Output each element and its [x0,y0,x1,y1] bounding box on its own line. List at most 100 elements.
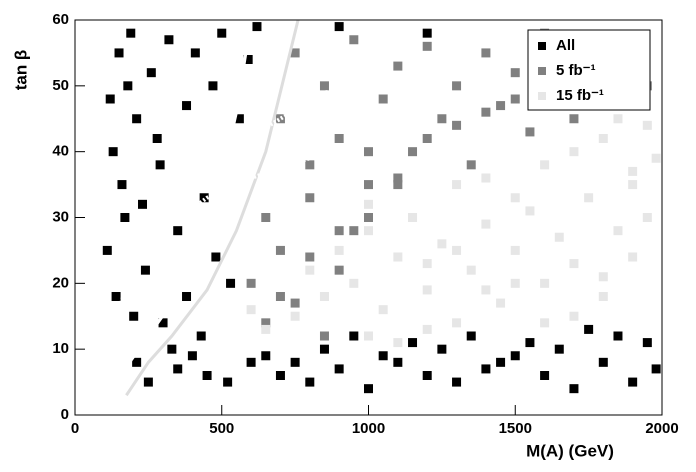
curve [125,20,300,397]
point [364,199,373,209]
point [305,252,315,262]
point [422,28,432,38]
point [146,68,156,78]
point [305,160,315,170]
point [199,193,209,203]
point [117,180,127,190]
point [481,107,491,117]
point [243,55,253,64]
point [223,377,233,387]
point [408,147,418,157]
point [613,114,623,124]
point [275,371,285,380]
point [598,357,608,367]
point [246,357,256,367]
point [393,338,403,348]
point [481,364,491,374]
point [261,351,271,361]
point [452,377,462,387]
point [378,94,388,104]
point [290,311,300,321]
point [261,324,271,334]
point [132,114,142,124]
point [319,331,329,341]
point [408,213,418,222]
y-tick-label: 0 [61,406,69,423]
point [123,81,133,91]
legend-label: 15 fb⁻¹ [556,87,604,104]
point [554,344,564,354]
point [466,265,476,275]
y-tick-label: 60 [52,11,69,28]
point [628,166,638,176]
point [349,278,359,288]
point [651,364,661,374]
point [246,278,256,288]
point [364,180,373,190]
legend: All 5 fb⁻¹ 15 fb⁻¹ [538,37,604,104]
point [155,160,165,170]
point [182,101,192,111]
point [525,206,535,216]
point [334,22,344,32]
point [510,193,520,203]
point [584,324,594,334]
y-tick-label: 50 [52,77,69,94]
point [290,357,300,367]
point [510,351,520,361]
point [452,120,462,130]
point [628,252,638,262]
point [569,311,579,321]
point [132,357,142,367]
point [275,114,285,124]
point [173,364,183,374]
point [211,252,221,262]
curve [105,146,355,350]
point [651,153,661,163]
point [598,134,608,143]
point [525,338,535,348]
point [642,120,652,130]
point [111,292,121,301]
point [437,114,447,124]
point [305,265,315,275]
legend-marker [538,92,546,100]
point [261,213,271,222]
x-axis-label: M(A) (GeV) [526,441,614,460]
point [129,311,139,321]
point [290,48,300,58]
point [393,180,403,190]
point [319,292,329,301]
point [613,226,623,236]
point [196,331,206,341]
point [437,239,447,249]
point [190,48,200,58]
point [496,101,506,111]
point [540,278,550,288]
point [437,344,447,354]
point [140,265,150,275]
point [481,48,491,58]
point [569,259,579,269]
point [496,357,506,367]
point [334,364,344,374]
point [422,285,432,295]
point [364,226,373,236]
point [334,265,344,275]
point [642,213,652,222]
point [525,127,535,137]
point [143,377,153,387]
point [290,298,300,308]
point [496,298,506,308]
point [569,384,579,394]
point [349,226,359,236]
point [102,245,112,255]
point [598,292,608,301]
point [378,305,388,315]
point [393,61,403,71]
point [349,331,359,341]
point [408,338,418,348]
legend-label: 5 fb⁻¹ [556,62,596,79]
point [569,114,579,124]
point [584,193,594,203]
